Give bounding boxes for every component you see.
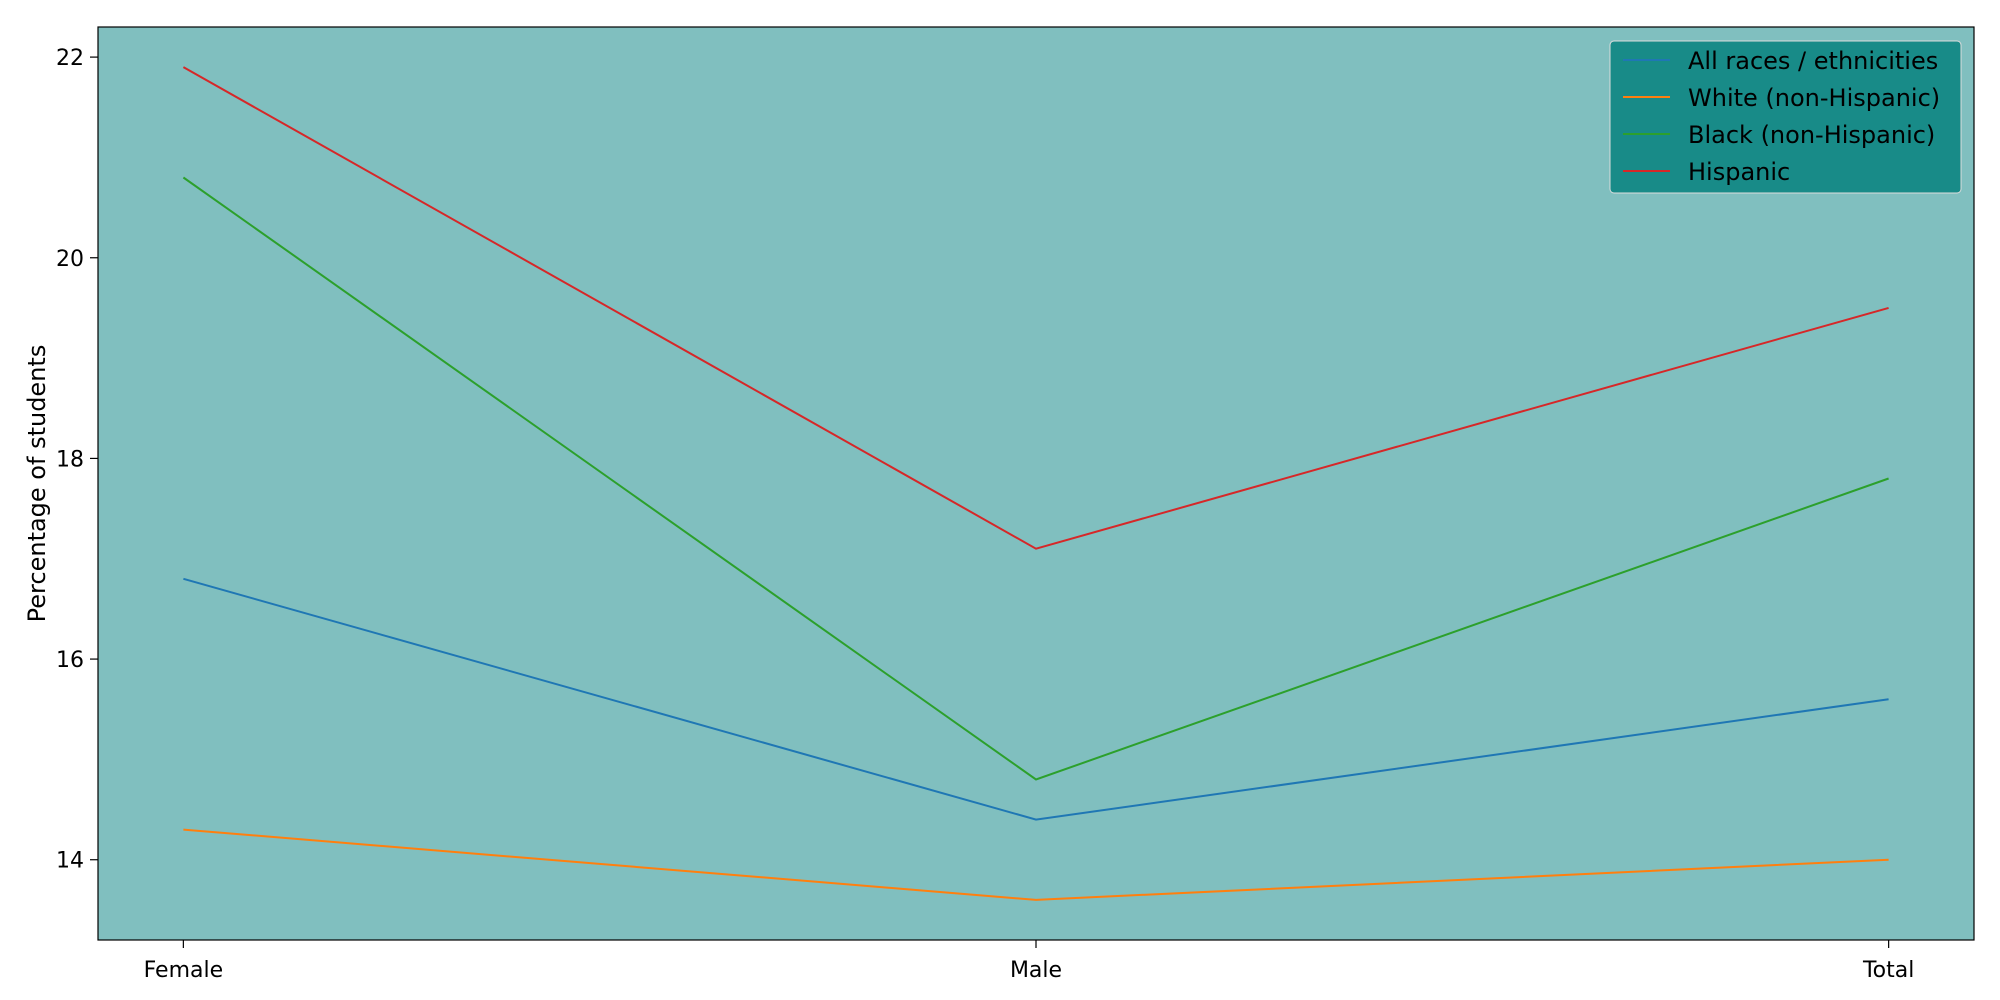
legend-entry: White (non-Hispanic) bbox=[1688, 84, 1940, 112]
series-line-2 bbox=[182, 176, 1889, 781]
x-tick-label: Male bbox=[1010, 958, 1062, 983]
y-tick-label: 20 bbox=[56, 247, 84, 272]
y-axis: 14 16 18 20 22 bbox=[56, 46, 98, 874]
legend-entry: Black (non-Hispanic) bbox=[1688, 121, 1935, 149]
x-axis: Female Male Total bbox=[144, 940, 1914, 983]
series-line-3 bbox=[182, 66, 1889, 550]
plot-frame bbox=[97, 26, 1975, 941]
legend-box bbox=[1609, 40, 1962, 194]
series-lines bbox=[182, 66, 1889, 901]
series-line-1 bbox=[183, 828, 1889, 901]
x-tick-label: Female bbox=[144, 958, 224, 983]
x-tick-label: Total bbox=[1862, 958, 1914, 983]
y-tick-label: 18 bbox=[56, 447, 84, 472]
legend-entry: Hispanic bbox=[1688, 158, 1790, 186]
y-tick-label: 16 bbox=[56, 648, 84, 673]
y-tick-label: 22 bbox=[56, 46, 84, 71]
series-line-0 bbox=[183, 577, 1889, 821]
y-axis-label: Percentage of students bbox=[23, 345, 51, 623]
y-tick-label: 14 bbox=[56, 849, 84, 874]
legend-entry: All races / ethnicities bbox=[1688, 47, 1938, 75]
legend: All races / ethnicities White (non-Hispan… bbox=[1609, 40, 1962, 194]
